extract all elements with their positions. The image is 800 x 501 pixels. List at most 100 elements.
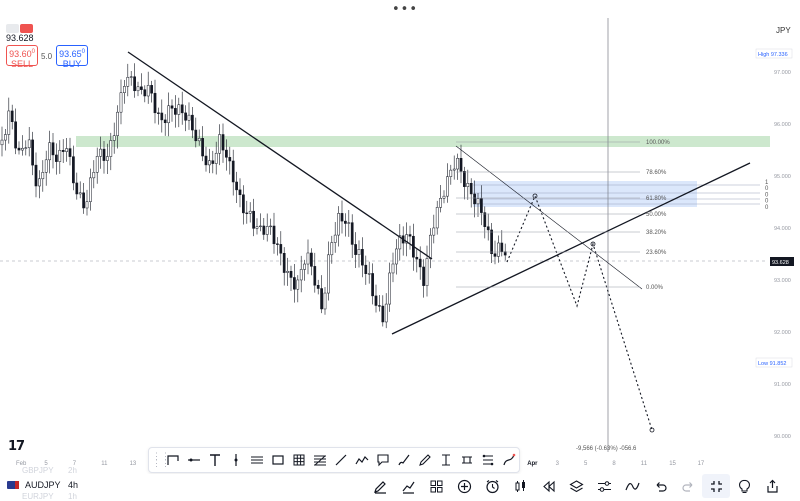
symbol-selector[interactable]: AUDJPY [7,480,61,490]
candle-body [85,201,89,209]
lightbulb-icon[interactable] [730,474,758,498]
ghost-symbol-top: GBPJPY [22,466,54,475]
candle-body [469,182,473,195]
candle-body [388,272,391,305]
currency-label[interactable]: JPY [776,26,791,35]
long-position-icon[interactable] [477,449,498,471]
candle-body [262,225,266,235]
candle-body [500,242,504,252]
candle-body [99,148,102,157]
candle-body [395,248,398,265]
buy-button[interactable]: 93.650 BUY [56,45,88,69]
brush-icon[interactable] [393,449,414,471]
callout-icon[interactable] [372,449,393,471]
candle-body [473,193,476,205]
chart-panel-toggle[interactable] [6,20,36,33]
candle-body [167,105,170,124]
candle-body [486,226,490,231]
candle-body [208,160,211,166]
curve-icon[interactable] [498,449,519,471]
candle-body [119,92,123,113]
low-badge-text: Low 91.852 [758,361,786,367]
timeframe-selector[interactable]: 4h [68,480,79,490]
current-price-badge: 93.628 [770,257,794,266]
layers-icon[interactable] [562,474,590,498]
candle-body [129,76,133,78]
target-zone [473,181,697,207]
horizontal-line-icon[interactable] [183,449,204,471]
undo-icon[interactable] [646,474,674,498]
candle-body [116,111,119,136]
candle-body [384,303,388,323]
candle-body [354,244,357,255]
price-range-icon[interactable] [435,449,456,471]
replay-icon[interactable] [534,474,562,498]
time-tick-label: 11 [101,461,108,467]
candle-body [459,158,463,172]
indicators-icon[interactable] [618,474,646,498]
candle-body [357,249,361,255]
pencil-icon[interactable] [414,449,435,471]
candle-body [398,235,402,250]
candle-body [197,138,201,142]
fib-level-label: 0.00% [646,285,664,291]
add-icon[interactable] [450,474,478,498]
candle-body [418,258,422,268]
sell-label: SELL [10,59,34,69]
polyline-icon[interactable] [162,449,183,471]
candle-body [310,252,313,267]
candles-icon[interactable] [506,474,534,498]
parallel-lines-icon[interactable] [246,449,267,471]
fib-extension-icon[interactable] [309,449,330,471]
candle-body [180,104,184,114]
vertical-line-icon[interactable] [225,449,246,471]
candle-body [153,92,157,114]
candle-body [136,86,140,92]
pen-icon[interactable] [366,474,394,498]
zone-label: 0 [765,199,769,205]
candle-body [493,253,497,257]
candle-body [306,252,310,265]
drag-handle-icon[interactable]: ⋮⋮ ⋮⋮ [152,451,170,468]
candle-body [272,225,276,245]
redo-icon[interactable] [674,474,702,498]
candle-body [24,147,28,149]
candle-body [452,168,456,171]
chart-type-icon[interactable] [394,474,422,498]
candle-body [463,170,466,187]
candle-body [269,225,272,228]
candle-body [238,189,242,196]
price-tick-label: 94.000 [774,226,791,232]
candle-body [442,195,446,199]
candle-body [432,227,436,236]
candle-body [112,135,116,141]
grid-icon[interactable] [422,474,450,498]
rectangle-icon[interactable] [267,449,288,471]
share-icon[interactable] [758,474,786,498]
fullscreen-collapse-icon[interactable] [702,474,730,498]
grid-icon[interactable] [288,449,309,471]
candle-body [170,105,174,109]
measure-label: -9,566 (-0.63%) -056.6 [576,446,637,452]
current-price-badge-text: 93.628 [772,260,789,266]
ghost-symbol-bottom: EURJPY [22,492,54,501]
sell-button[interactable]: 93.600 SELL [6,45,38,69]
trend-line-icon[interactable] [330,449,351,471]
time-tick-label: Feb [16,461,27,467]
candle-body [225,149,228,158]
path-icon[interactable] [351,449,372,471]
low-badge-bg [755,357,793,368]
time-tick-label: 5 [584,461,588,467]
date-range-icon[interactable] [456,449,477,471]
alarm-icon[interactable] [478,474,506,498]
settings-sliders-icon[interactable] [590,474,618,498]
text-icon[interactable] [204,449,225,471]
candle-body [337,213,340,236]
candle-body [347,222,351,224]
zone-label: 1 [765,180,769,186]
fib-level-label: 50.00% [646,212,667,218]
time-tick-label: Apr [527,461,538,467]
more-menu-icon[interactable]: ••• [392,2,419,17]
candle-body [214,152,218,164]
